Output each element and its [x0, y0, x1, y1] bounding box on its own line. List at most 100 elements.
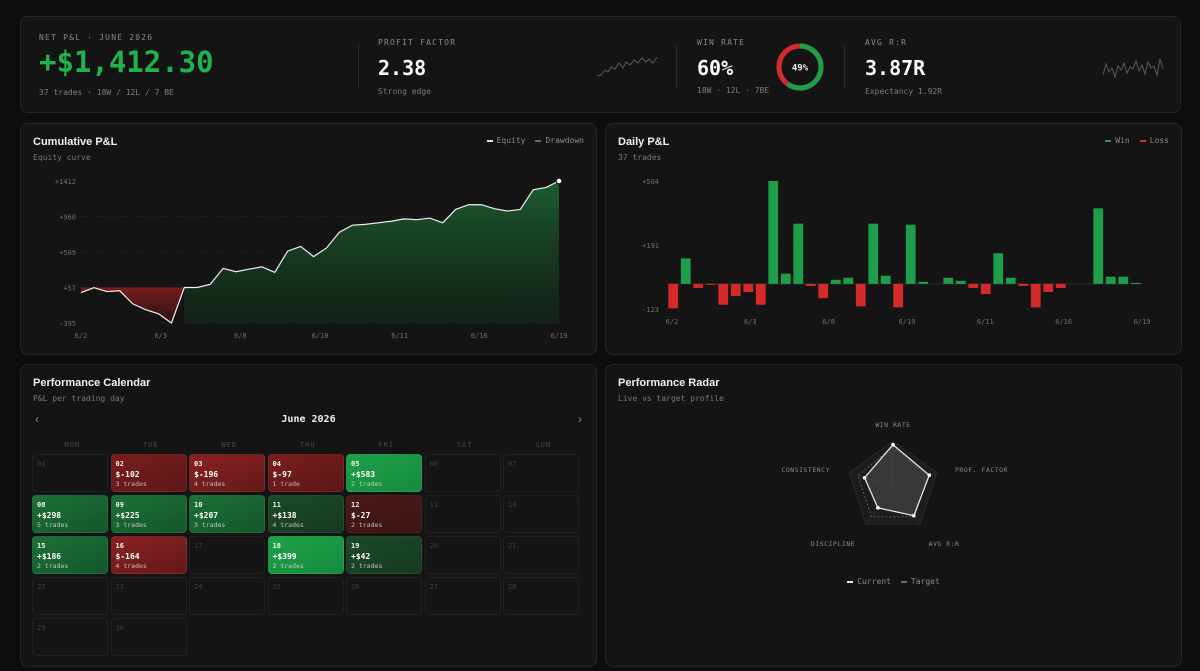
- daily-pnl-card: Daily P&L 37 trades Win Loss: [605, 123, 1182, 355]
- profit-factor-sparkline: [597, 56, 658, 77]
- card-subtitle: Equity curve: [33, 153, 91, 162]
- loss-bar: [855, 283, 866, 307]
- calendar-day[interactable]: 17: [189, 536, 265, 574]
- calendar-day[interactable]: 05 +$583 2 trades: [346, 454, 422, 492]
- win-rate-label: WIN RATE: [697, 38, 746, 47]
- day-number: 06: [429, 460, 438, 468]
- calendar-day[interactable]: 02 $-102 3 trades: [110, 454, 187, 492]
- weekday-label: SAT: [456, 441, 473, 449]
- radar-spoke: [865, 486, 894, 525]
- day-trade-count: 4 trades: [115, 562, 147, 570]
- calendar-day[interactable]: 19 +$42 2 trades: [346, 536, 422, 574]
- weekday-label: TUE: [142, 441, 159, 449]
- net-pnl-breakdown: 37 trades · 18W / 12L / 7 BE: [39, 88, 174, 97]
- next-month-icon[interactable]: ›: [578, 412, 582, 426]
- day-number: 05: [351, 460, 360, 468]
- weekday-header: MON TUE WED THU FRI SAT SUN: [33, 441, 583, 449]
- calendar-day[interactable]: 22: [32, 577, 108, 615]
- day-pnl: +$207: [194, 511, 219, 520]
- card-subtitle: 37 trades: [618, 153, 662, 162]
- calendar-day[interactable]: 25: [267, 577, 344, 615]
- calendar-day[interactable]: 11 +$138 4 trades: [267, 495, 344, 533]
- day-number: 13: [429, 501, 438, 509]
- calendar-day[interactable]: 16 $-164 4 trades: [110, 536, 187, 574]
- win-rate-ring-label: 49%: [792, 64, 809, 74]
- chart-legend: Equity Drawdown: [486, 136, 584, 145]
- day-pnl: +$186: [37, 552, 62, 561]
- day-number: 08: [37, 501, 46, 509]
- day-number: 20: [429, 542, 438, 550]
- weekday-label: FRI: [378, 441, 395, 449]
- equity-line: [80, 180, 560, 324]
- calendar-day[interactable]: 20: [424, 536, 501, 574]
- day-number: 04: [272, 460, 281, 468]
- day-pnl: $-102: [115, 470, 140, 479]
- radar-legend: Current Target: [606, 577, 1181, 586]
- calendar-day[interactable]: 26: [346, 577, 422, 615]
- win-bar: [868, 223, 879, 284]
- calendar-day[interactable]: 24: [189, 577, 265, 615]
- x-tick-label: 6/16: [1055, 318, 1072, 326]
- day-pnl: +$399: [272, 552, 297, 561]
- legend-loss: Loss: [1139, 136, 1169, 145]
- x-tick-label: 6/10: [899, 318, 916, 326]
- calendar-day[interactable]: 28: [503, 577, 579, 615]
- calendar-day[interactable]: 03 $-196 4 trades: [189, 454, 265, 492]
- card-subtitle: P&L per trading day: [33, 394, 125, 403]
- loss-bar: [755, 283, 766, 305]
- win-bar: [843, 277, 854, 284]
- day-number: 16: [115, 542, 124, 550]
- x-tick-label: 6/11: [391, 332, 408, 340]
- day-number: 26: [351, 583, 360, 591]
- calendar-day[interactable]: 09 +$225 3 trades: [110, 495, 187, 533]
- avg-rr-label: AVG R:R: [865, 38, 908, 47]
- calendar-day[interactable]: 12 $-27 2 trades: [346, 495, 422, 533]
- expectancy-note: Expectancy 1.92R: [865, 87, 943, 96]
- radar-axis-label: WIN RATE: [875, 421, 910, 429]
- day-number: 21: [508, 542, 517, 550]
- radar-point: [876, 506, 880, 510]
- net-pnl-value: +$1,412.30: [39, 45, 214, 79]
- win-bar: [830, 279, 841, 284]
- y-tick-label: +504: [642, 178, 659, 186]
- radar-axis-label: DISCIPLINE: [811, 540, 855, 548]
- loss-bar: [968, 283, 979, 288]
- calendar-day[interactable]: 21: [503, 536, 579, 574]
- day-trade-count: 3 trades: [115, 521, 147, 529]
- divider: [844, 44, 845, 88]
- calendar-day[interactable]: 15 +$186 2 trades: [32, 536, 108, 574]
- calendar-day[interactable]: 01: [32, 454, 108, 492]
- win-rate-value: 60%: [697, 56, 734, 80]
- calendar-day[interactable]: 30: [110, 618, 187, 656]
- card-subtitle: Live vs target profile: [618, 394, 724, 403]
- calendar-day[interactable]: 07: [503, 454, 579, 492]
- day-number: 09: [115, 501, 124, 509]
- day-number: 28: [508, 583, 517, 591]
- win-bar: [905, 224, 916, 284]
- calendar-day[interactable]: 06: [424, 454, 501, 492]
- calendar-day[interactable]: 27: [424, 577, 501, 615]
- calendar-day[interactable]: 10 +$207 3 trades: [189, 495, 265, 533]
- loss-bar: [1018, 283, 1029, 286]
- prev-month-icon[interactable]: ‹: [35, 412, 39, 426]
- day-number: 24: [194, 583, 203, 591]
- loss-bar: [705, 283, 716, 285]
- profit-factor-value: 2.38: [378, 56, 427, 80]
- day-number: 14: [508, 501, 517, 509]
- calendar-day[interactable]: 23: [110, 577, 187, 615]
- calendar-day[interactable]: 29: [32, 618, 108, 656]
- calendar-day[interactable]: 18 +$399 2 trades: [267, 536, 344, 574]
- calendar-day[interactable]: 04 $-97 1 trade: [267, 454, 344, 492]
- day-trade-count: 3 trades: [194, 521, 226, 529]
- day-trade-count: 5 trades: [37, 521, 69, 529]
- day-number: 27: [429, 583, 438, 591]
- calendar-day[interactable]: 08 +$298 5 trades: [32, 495, 108, 533]
- loss-bar: [805, 283, 816, 286]
- win-rate-ring: 49%: [776, 43, 824, 91]
- drawdown-area: [81, 287, 185, 323]
- calendar-day[interactable]: 13: [424, 495, 501, 533]
- calendar-day[interactable]: 14: [503, 495, 579, 533]
- legend-drawdown: Drawdown: [535, 136, 584, 145]
- loss-bar: [980, 283, 991, 295]
- y-tick-label: +509: [59, 249, 76, 257]
